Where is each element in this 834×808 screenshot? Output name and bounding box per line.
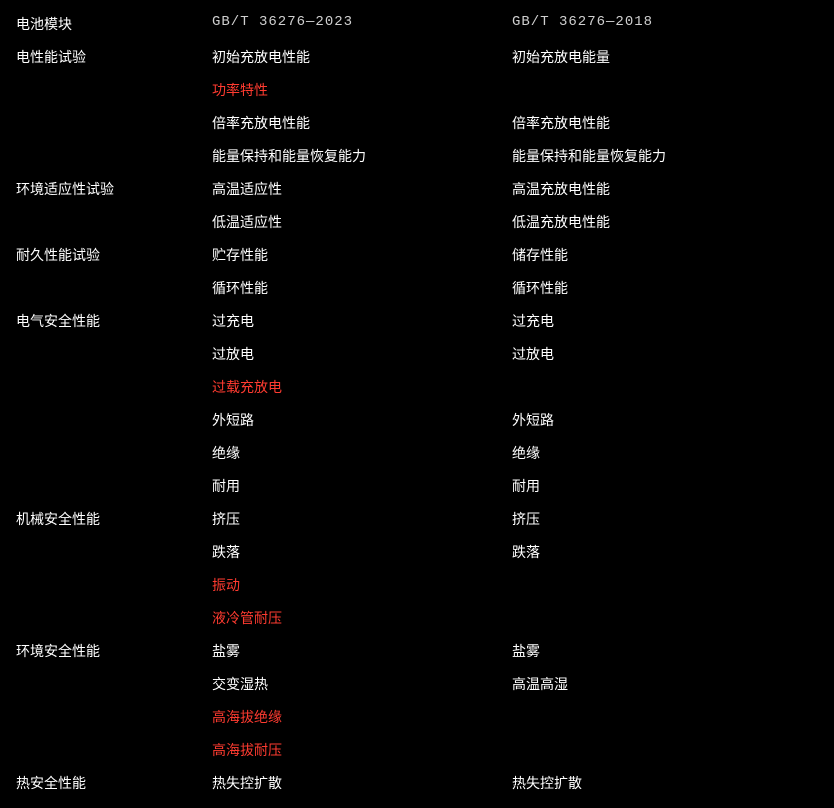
table-row: 高海拔绝缘 bbox=[16, 701, 818, 734]
right-cell bbox=[512, 602, 818, 608]
mid-cell: 初始充放电性能 bbox=[212, 41, 512, 67]
table-row: 循环性能循环性能 bbox=[16, 272, 818, 305]
category-cell bbox=[16, 272, 212, 278]
mid-cell: 贮存性能 bbox=[212, 239, 512, 265]
category-cell bbox=[16, 371, 212, 377]
mid-cell: 过载充放电 bbox=[212, 371, 512, 397]
right-cell: 储存性能 bbox=[512, 239, 818, 265]
table-row: 液冷管耐压 bbox=[16, 602, 818, 635]
right-cell: 过充电 bbox=[512, 305, 818, 331]
right-cell: 循环性能 bbox=[512, 272, 818, 298]
table-row: 电性能试验初始充放电性能初始充放电能量 bbox=[16, 41, 818, 74]
table-row: 交变湿热高温高湿 bbox=[16, 668, 818, 701]
right-cell: 低温充放电性能 bbox=[512, 206, 818, 232]
table-row: 功率特性 bbox=[16, 74, 818, 107]
category-cell bbox=[16, 338, 212, 344]
mid-cell: 外短路 bbox=[212, 404, 512, 430]
category-cell bbox=[16, 437, 212, 443]
category-cell bbox=[16, 140, 212, 146]
category-cell: 环境安全性能 bbox=[16, 635, 212, 661]
category-cell: 热安全性能 bbox=[16, 767, 212, 793]
right-cell: 耐用 bbox=[512, 470, 818, 496]
right-cell bbox=[512, 734, 818, 740]
right-cell: 倍率充放电性能 bbox=[512, 107, 818, 133]
category-cell bbox=[16, 206, 212, 212]
table-row: 电气安全性能过充电过充电 bbox=[16, 305, 818, 338]
right-cell bbox=[512, 74, 818, 80]
header-mid: GB/T 36276—2023 bbox=[212, 8, 512, 30]
category-cell bbox=[16, 602, 212, 608]
category-cell bbox=[16, 701, 212, 707]
mid-cell: 能量保持和能量恢复能力 bbox=[212, 140, 512, 166]
mid-cell: 功率特性 bbox=[212, 74, 512, 100]
table-row: 振动 bbox=[16, 569, 818, 602]
comparison-table: 电池模块 GB/T 36276—2023 GB/T 36276—2018 电性能… bbox=[0, 0, 834, 808]
mid-cell: 高温适应性 bbox=[212, 173, 512, 199]
mid-cell: 热失控扩散 bbox=[212, 767, 512, 793]
category-cell: 电气安全性能 bbox=[16, 305, 212, 331]
table-row: 耐用耐用 bbox=[16, 470, 818, 503]
right-cell: 高温充放电性能 bbox=[512, 173, 818, 199]
table-row: 机械安全性能挤压挤压 bbox=[16, 503, 818, 536]
mid-cell: 耐用 bbox=[212, 470, 512, 496]
category-cell bbox=[16, 404, 212, 410]
category-cell: 耐久性能试验 bbox=[16, 239, 212, 265]
category-cell bbox=[16, 74, 212, 80]
category-cell bbox=[16, 569, 212, 575]
mid-cell: 倍率充放电性能 bbox=[212, 107, 512, 133]
category-cell: 环境适应性试验 bbox=[16, 173, 212, 199]
mid-cell: 高海拔绝缘 bbox=[212, 701, 512, 727]
right-cell: 挤压 bbox=[512, 503, 818, 529]
right-cell: 高温高湿 bbox=[512, 668, 818, 694]
header-right: GB/T 36276—2018 bbox=[512, 8, 818, 30]
mid-cell: 过充电 bbox=[212, 305, 512, 331]
category-cell bbox=[16, 470, 212, 476]
table-row: 耐久性能试验贮存性能储存性能 bbox=[16, 239, 818, 272]
table-row: 环境安全性能盐雾盐雾 bbox=[16, 635, 818, 668]
right-cell: 能量保持和能量恢复能力 bbox=[512, 140, 818, 166]
table-row: 低温适应性低温充放电性能 bbox=[16, 206, 818, 239]
right-cell bbox=[512, 371, 818, 377]
table-row: 高海拔耐压 bbox=[16, 734, 818, 767]
table-row: 过放电过放电 bbox=[16, 338, 818, 371]
table-row: 倍率充放电性能倍率充放电性能 bbox=[16, 107, 818, 140]
mid-cell: 振动 bbox=[212, 569, 512, 595]
table-header-row: 电池模块 GB/T 36276—2023 GB/T 36276—2018 bbox=[16, 8, 818, 41]
category-cell: 电性能试验 bbox=[16, 41, 212, 67]
right-cell: 过放电 bbox=[512, 338, 818, 364]
category-cell bbox=[16, 107, 212, 113]
mid-cell: 液冷管耐压 bbox=[212, 602, 512, 628]
category-cell bbox=[16, 536, 212, 542]
right-cell: 热失控扩散 bbox=[512, 767, 818, 793]
mid-cell: 过放电 bbox=[212, 338, 512, 364]
right-cell bbox=[512, 569, 818, 575]
right-cell bbox=[512, 701, 818, 707]
category-cell: 机械安全性能 bbox=[16, 503, 212, 529]
right-cell: 初始充放电能量 bbox=[512, 41, 818, 67]
right-cell: 外短路 bbox=[512, 404, 818, 430]
right-cell: 跌落 bbox=[512, 536, 818, 562]
mid-cell: 盐雾 bbox=[212, 635, 512, 661]
table-row: 环境适应性试验高温适应性高温充放电性能 bbox=[16, 173, 818, 206]
right-cell: 盐雾 bbox=[512, 635, 818, 661]
category-cell bbox=[16, 668, 212, 674]
mid-cell: 循环性能 bbox=[212, 272, 512, 298]
table-row: 外短路外短路 bbox=[16, 404, 818, 437]
mid-cell: 交变湿热 bbox=[212, 668, 512, 694]
mid-cell: 高海拔耐压 bbox=[212, 734, 512, 760]
mid-cell: 跌落 bbox=[212, 536, 512, 562]
header-left: 电池模块 bbox=[16, 8, 212, 34]
table-row: 跌落跌落 bbox=[16, 536, 818, 569]
table-row: 能量保持和能量恢复能力能量保持和能量恢复能力 bbox=[16, 140, 818, 173]
mid-cell: 挤压 bbox=[212, 503, 512, 529]
mid-cell: 绝缘 bbox=[212, 437, 512, 463]
right-cell: 绝缘 bbox=[512, 437, 818, 463]
table-row: 绝缘绝缘 bbox=[16, 437, 818, 470]
table-row: 过载充放电 bbox=[16, 371, 818, 404]
table-row: 热安全性能热失控扩散热失控扩散 bbox=[16, 767, 818, 800]
category-cell bbox=[16, 734, 212, 740]
mid-cell: 低温适应性 bbox=[212, 206, 512, 232]
